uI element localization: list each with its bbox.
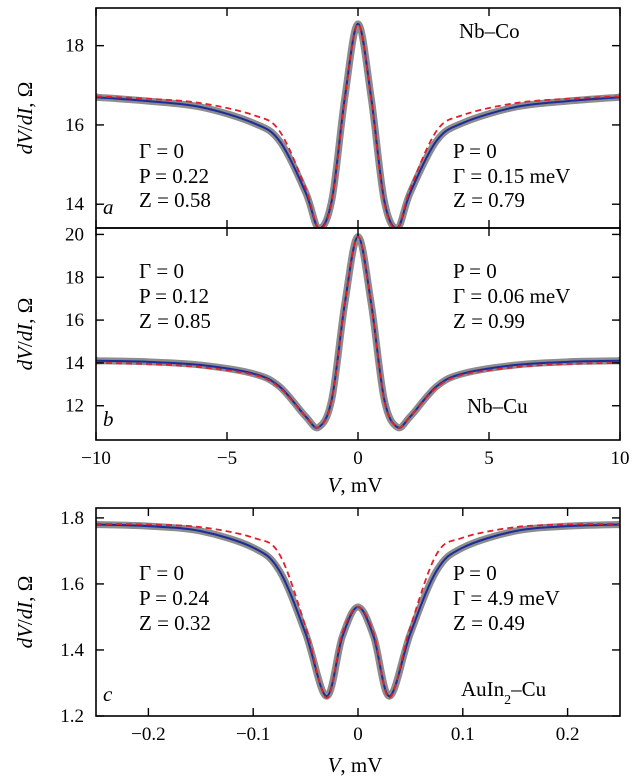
panel-a-sample-label: Nb–Co — [459, 19, 520, 43]
panel-a-ytick-label: 16 — [65, 115, 84, 136]
panel-b-right-z: Z = 0.99 — [453, 309, 525, 333]
panel-c-series-2-dashed-fit-curve — [96, 522, 620, 699]
panel-c-ytick-label: 1.8 — [60, 508, 84, 529]
panel-c-x-axis-label: V, mV — [328, 753, 383, 777]
panel-b-y-axis-label: dV/dI, Ω — [13, 298, 37, 371]
panel-b-xtick-label: −10 — [81, 448, 111, 469]
panel-a-right-gamma: Γ = 0.15 meV — [453, 164, 570, 188]
panel-c-xtick-label: 0 — [353, 724, 363, 745]
panel-a-right-z: Z = 0.79 — [453, 188, 525, 212]
panel-a-series-2-dashed-fit-curve — [96, 22, 620, 228]
panel-a-left-z: Z = 0.58 — [139, 188, 211, 212]
panel-a-ticks: 14 16 18 — [65, 8, 621, 228]
panel-c-left-p: P = 0.24 — [139, 586, 209, 610]
panel-b-sample-label: Nb–Cu — [467, 394, 528, 418]
panel-a-left-p: P = 0.22 — [139, 164, 209, 188]
panel-c-y-axis-label: dV/dI, Ω — [13, 576, 37, 649]
panel-b-left-gamma: Γ = 0 — [139, 259, 184, 283]
panel-a-ytick-label: 14 — [65, 194, 85, 215]
panel-b-ytick-label: 16 — [65, 310, 84, 331]
panel-c-ytick-label: 1.4 — [60, 640, 84, 661]
panel-b-right-gamma: Γ = 0.06 meV — [453, 284, 570, 308]
panel-b-x-axis-label: V, mV — [328, 473, 383, 497]
panel-b-right-p: P = 0 — [453, 259, 497, 283]
panel-c-xtick-label: 0.1 — [451, 724, 475, 745]
panel-c-ytick-label: 1.2 — [60, 706, 84, 727]
panel-b-series-2-dashed-fit-curve — [96, 235, 620, 429]
panel-c-left-z: Z = 0.32 — [139, 611, 211, 635]
panel-b-ytick-label: 20 — [65, 224, 84, 245]
panel-b: 12 14 16 18 20 −10 −5 0 5 10 dV/dI, Ω V, mV Nb–Cu… — [13, 224, 630, 497]
panel-a-right-p: P = 0 — [453, 139, 497, 163]
panel-b-left-z: Z = 0.85 — [139, 309, 211, 333]
panel-b-letter: b — [103, 407, 114, 431]
panel-c-right-p: P = 0 — [453, 561, 497, 585]
panel-c-sample-label: AuIn2–Cu — [461, 677, 547, 708]
panel-a: 14 16 18 dV/dI, Ω Nb–Co Γ = 0 P = 0.22 Z =… — [13, 7, 621, 229]
panel-b-ytick-label: 14 — [65, 353, 85, 374]
panel-b-xtick-label: 10 — [611, 448, 630, 469]
panel-b-ytick-label: 18 — [65, 267, 84, 288]
panel-c-right-z: Z = 0.49 — [453, 611, 525, 635]
panel-c-xtick-label: 0.2 — [556, 724, 580, 745]
panel-b-xtick-label: −5 — [217, 448, 237, 469]
panel-a-letter: a — [103, 195, 114, 219]
panel-c-series-layer — [96, 520, 620, 700]
panel-c-xtick-label: −0.1 — [236, 724, 270, 745]
panel-a-y-axis-label: dV/dI, Ω — [13, 82, 37, 155]
panel-a-series-layer — [96, 20, 620, 228]
panel-a-left-gamma: Γ = 0 — [139, 139, 184, 163]
panel-c: 1.2 1.4 1.6 1.8 −0.2 −0.1 0 0.1 0.2 dV/dI, Ω V, … — [13, 507, 621, 777]
panel-c-ticks: 1.2 1.4 1.6 1.8 −0.2 −0.1 0 0.1 0.2 — [60, 508, 620, 745]
panel-a-ytick-label: 18 — [65, 36, 84, 57]
panel-c-left-gamma: Γ = 0 — [139, 561, 184, 585]
panel-c-ytick-label: 1.6 — [60, 574, 84, 595]
panel-b-ticks: 12 14 16 18 20 −10 −5 0 5 10 — [65, 224, 630, 469]
panel-c-xtick-label: −0.2 — [131, 724, 165, 745]
panel-b-left-p: P = 0.12 — [139, 284, 209, 308]
panel-b-ytick-label: 12 — [65, 396, 84, 417]
panel-b-xtick-label: 0 — [353, 448, 363, 469]
panel-c-right-gamma: Γ = 4.9 meV — [453, 586, 560, 610]
panel-a-series-1-solid-fit-curve — [96, 22, 620, 228]
panel-b-xtick-label: 5 — [484, 448, 494, 469]
panel-c-letter: c — [103, 682, 113, 706]
